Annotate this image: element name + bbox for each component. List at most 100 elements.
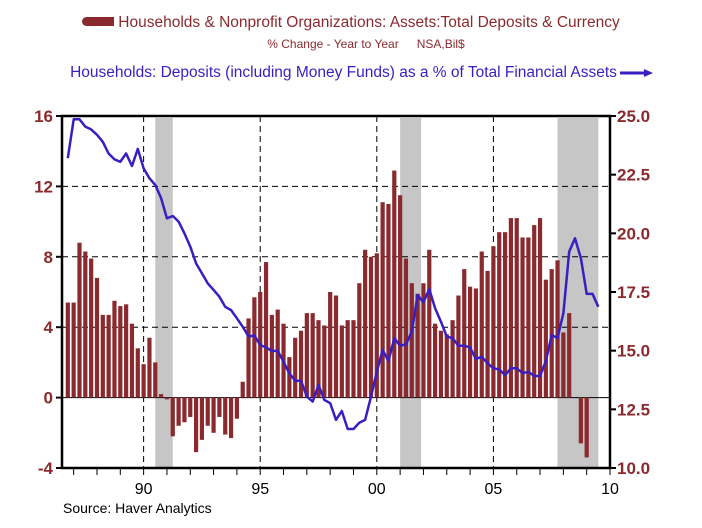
bar [438, 330, 444, 398]
legend-bar-subtitle: % Change - Year to Year NSA,Bil$ [0, 37, 702, 51]
bar [141, 364, 146, 398]
bar [100, 314, 105, 398]
bar [129, 323, 135, 398]
bar [357, 283, 362, 398]
bar [217, 397, 222, 417]
bar [199, 397, 205, 440]
y-right-tick-label: 20.0 [617, 224, 650, 243]
bar [170, 397, 175, 437]
recession-band-0 [155, 118, 173, 468]
legend-bar-sub-units: NSA,Bil$ [416, 37, 465, 51]
bar [228, 397, 234, 439]
y-right-tick-label: 17.5 [617, 283, 650, 302]
bar [147, 337, 152, 398]
bar [520, 237, 525, 398]
legend-line-title: Households: Deposits (including Money Fu… [70, 64, 617, 81]
bar [473, 288, 479, 398]
bar [89, 258, 94, 398]
bar [339, 325, 344, 398]
legend-bar-series: Households & Nonprofit Organizations: As… [0, 14, 702, 32]
y-right-tick-label: 10.0 [617, 459, 650, 478]
bar [532, 225, 537, 398]
bar [298, 330, 304, 398]
bar [71, 302, 76, 398]
bar [444, 334, 449, 398]
bar [561, 332, 566, 398]
bar [467, 286, 473, 398]
bar [415, 293, 420, 398]
y-right-tick-label: 25.0 [617, 107, 650, 126]
source-note: Source: Haver Analytics [63, 500, 212, 516]
legend-bar-sub-transform: % Change - Year to Year [267, 37, 399, 51]
bar [433, 323, 438, 398]
bar [567, 313, 572, 398]
bar [193, 397, 199, 453]
bar-legend-swatch [82, 17, 115, 27]
bar [479, 251, 484, 398]
bar [205, 397, 210, 426]
x-tick-label: 05 [485, 481, 503, 498]
bar [124, 304, 129, 398]
x-tick-label: 95 [251, 481, 269, 498]
bar [403, 258, 409, 398]
y-right-tick-label: 22.5 [617, 166, 650, 185]
y-right-tick-label: 12.5 [617, 400, 650, 419]
bar [392, 170, 397, 398]
bar [543, 279, 548, 398]
bar [514, 218, 519, 398]
bar [287, 357, 292, 398]
legend-bar-title: Households & Nonprofit Organizations: As… [118, 14, 620, 31]
x-tick-label: 10 [601, 481, 619, 498]
bar [374, 253, 379, 398]
bar [240, 381, 245, 398]
bar [328, 292, 333, 398]
bar [322, 325, 327, 398]
bar [584, 397, 589, 458]
bar [386, 204, 391, 398]
y-left-tick-label: 0 [44, 389, 53, 408]
right-arrow-icon [619, 68, 653, 77]
bar [549, 269, 554, 398]
bar [112, 300, 117, 398]
y-left-tick-label: 8 [44, 248, 53, 267]
bar [135, 348, 140, 398]
line-series-deposits-share [66, 118, 600, 431]
bar [351, 320, 356, 398]
y-left-tick-label: 4 [44, 318, 54, 337]
y-left-tick-label: 12 [34, 177, 53, 196]
bar [421, 283, 426, 398]
bar [526, 237, 531, 398]
bar [578, 397, 583, 444]
bar [94, 277, 100, 398]
bar [333, 295, 339, 398]
bar [164, 397, 170, 400]
bar [380, 202, 385, 398]
legend-line-series: Households: Deposits (including Money Fu… [0, 64, 702, 82]
bar [491, 246, 496, 398]
bar [398, 195, 403, 398]
bar [368, 256, 374, 398]
bar [555, 260, 560, 398]
bar [293, 337, 298, 398]
bar [363, 249, 368, 398]
x-tick-label: 00 [368, 481, 386, 498]
bar [409, 283, 414, 398]
bar [497, 232, 502, 398]
bar [263, 262, 269, 398]
bar [246, 318, 251, 398]
bar [269, 314, 274, 398]
bar [77, 242, 82, 398]
bar [211, 397, 216, 433]
bar [345, 320, 350, 398]
y-left-tick-label: -4 [38, 459, 54, 478]
y-right-tick-label: 15.0 [617, 342, 650, 361]
bar [310, 313, 315, 398]
bar [188, 397, 193, 417]
bar [83, 251, 88, 398]
bar [252, 297, 257, 398]
bar [234, 397, 239, 419]
bar [537, 218, 543, 398]
bar [462, 269, 467, 398]
bar [508, 218, 513, 398]
